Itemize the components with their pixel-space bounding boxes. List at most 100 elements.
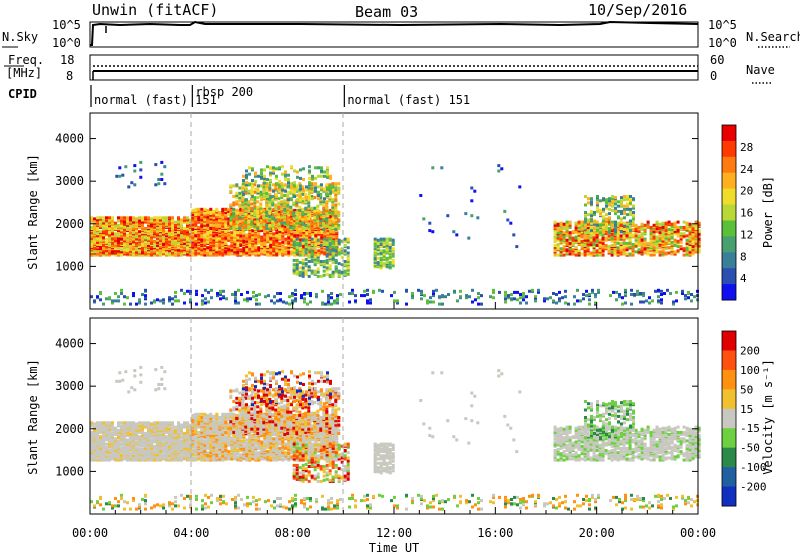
power-cell [607, 234, 611, 238]
power-cell [230, 224, 234, 228]
power-cell [191, 240, 195, 244]
power-cell [310, 251, 314, 255]
power-cell [335, 231, 339, 235]
power-cell [147, 244, 150, 247]
power-cell [138, 219, 141, 223]
power-cell [177, 216, 180, 220]
power-cell [295, 237, 299, 241]
power-cell [108, 237, 111, 241]
power-cell [522, 298, 525, 302]
power-cell [277, 197, 281, 201]
power-cell [251, 235, 255, 239]
power-cell [604, 232, 608, 236]
power-cell [283, 207, 287, 211]
power-cell [281, 248, 285, 252]
power-cell [239, 248, 243, 252]
power-cell [685, 238, 689, 242]
power-cell [531, 288, 534, 292]
power-cell [141, 216, 144, 220]
power-cell [290, 188, 293, 192]
power-cell [284, 241, 288, 245]
power-cell [209, 231, 213, 235]
power-cell [272, 241, 276, 245]
power-cell [335, 251, 339, 255]
power-cell [281, 207, 285, 211]
power-cell [613, 248, 617, 252]
power-cell [308, 250, 312, 254]
power-cell [105, 297, 108, 301]
power-cell [559, 221, 563, 225]
power-cell [346, 262, 350, 266]
power-cell [274, 205, 278, 209]
power-cell [507, 294, 510, 298]
power-cell [206, 236, 210, 240]
power-cell [216, 294, 219, 298]
power-cell [522, 292, 525, 295]
power-cell [206, 249, 210, 253]
power-cell [120, 248, 123, 252]
power-cell [194, 225, 198, 229]
power-cell [206, 246, 210, 250]
power-cell [626, 229, 629, 233]
power-cell [191, 244, 195, 247]
power-cell [168, 237, 171, 241]
power-cell [313, 212, 317, 216]
power-cell [286, 190, 290, 194]
power-cell [262, 222, 266, 226]
power-cell [298, 270, 302, 274]
power-cell [328, 273, 332, 277]
power-cell [245, 187, 248, 191]
power-cell [93, 225, 96, 229]
power-cell [301, 249, 305, 253]
power-cell [296, 198, 299, 202]
power-cell [623, 209, 626, 213]
power-cell [123, 251, 126, 255]
power-cell [221, 230, 225, 234]
power-cell [423, 294, 426, 298]
power-cell [314, 186, 317, 190]
power-cell [224, 225, 228, 229]
power-cell [224, 207, 228, 211]
power-cell [459, 295, 462, 299]
power-cell [655, 237, 659, 241]
power-cell [596, 206, 599, 210]
power-cell [637, 238, 641, 242]
power-cell [256, 205, 260, 209]
power-cell [373, 256, 377, 260]
power-cell [655, 246, 659, 250]
power-cell [194, 243, 198, 246]
power-cell [257, 234, 261, 238]
power-cell [295, 266, 299, 270]
power-cell [298, 247, 302, 251]
power-cell [631, 235, 635, 239]
power-cell [191, 224, 195, 228]
power-cell [147, 219, 150, 223]
power-cell [238, 194, 242, 197]
power-cell [295, 269, 299, 273]
power-cell [584, 203, 587, 207]
power-cell [337, 252, 341, 256]
power-cell [325, 183, 329, 187]
power-cell [212, 229, 216, 233]
power-cell [319, 202, 323, 206]
power-cell [268, 188, 272, 192]
power-cell [230, 231, 234, 235]
power-cell [139, 168, 143, 172]
power-cell [346, 254, 350, 258]
power-cell [574, 230, 578, 234]
power-cell [117, 239, 120, 243]
power-cell [441, 302, 444, 306]
power-cell [317, 241, 321, 245]
power-cell [93, 220, 96, 224]
power-cell [201, 299, 204, 303]
power-cell [556, 231, 560, 235]
power-cell [516, 298, 519, 302]
power-cell [263, 176, 266, 180]
power-cell [262, 212, 266, 216]
power-cell [229, 203, 233, 207]
power-cell [236, 235, 240, 239]
power-cell [586, 248, 590, 252]
power-cell [268, 209, 272, 213]
power-cell [684, 294, 687, 298]
power-cell [332, 230, 336, 234]
